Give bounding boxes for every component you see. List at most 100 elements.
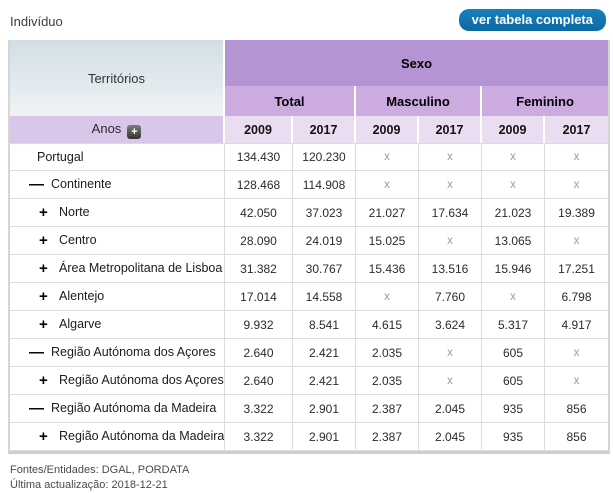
cell-value: 42.050 [225,199,293,227]
territory-cell: + Algarve [10,311,225,339]
cell-value: 935 [482,395,545,423]
sources-line: Fontes/Entidades: DGAL, PORDATA [10,464,190,476]
territory-label: Região Autónoma da Madeira [51,401,217,415]
group-header-feminino: Feminino [482,86,609,116]
cell-value: x [419,171,482,199]
table-row: — Continente 128.468 114.908 x x x x [10,171,609,199]
collapse-icon[interactable]: — [29,344,44,361]
territory-label: Alentejo [59,289,105,303]
cell-value: 7.760 [419,283,482,311]
year-header: 2017 [419,116,482,143]
territory-cell: + Norte [10,199,225,227]
territory-cell: + Centro [10,227,225,255]
cell-value: x [545,171,609,199]
cell-value: 2.640 [225,339,293,367]
cell-value: 15.025 [356,227,419,255]
cell-value: x [356,143,419,171]
cell-value: 3.322 [225,423,293,451]
group-header-masculino: Masculino [356,86,482,116]
territory-cell: + Alentejo [10,283,225,311]
year-header: 2017 [545,116,609,143]
territory-cell: + Região Autónoma da Madeira [10,423,225,451]
top-bar: Indivíduo ver tabela completa [8,0,606,40]
territory-cell: Portugal [10,143,225,171]
cell-value: 2.387 [356,395,419,423]
cell-value: 21.027 [356,199,419,227]
cell-value: x [545,339,609,367]
cell-value: 2.421 [293,339,356,367]
territory-cell: + Área Metropolitana de Lisboa [10,255,225,283]
cell-value: 37.023 [293,199,356,227]
collapse-icon[interactable]: — [29,176,44,193]
cell-value: 17.634 [419,199,482,227]
ver-tabela-completa-button[interactable]: ver tabela completa [458,9,606,31]
cell-value: x [356,283,419,311]
last-update-line: Última actualização: 2018-12-21 [10,479,168,491]
table-row: — Região Autónoma da Madeira 3.322 2.901 … [10,395,609,423]
cell-value: 5.317 [482,311,545,339]
table-row: Portugal 134.430 120.230 x x x x [10,143,609,171]
territory-cell: + Região Autónoma dos Açores [10,367,225,395]
cell-value: 9.932 [225,311,293,339]
table-row: + Centro 28.090 24.019 15.025 x 13.065 x [10,227,609,255]
cell-value: 605 [482,339,545,367]
cell-value: 3.624 [419,311,482,339]
territory-label: Região Autónoma da Madeira [59,429,225,443]
expand-icon[interactable]: + [39,316,48,333]
table-row: + Região Autónoma da Madeira 3.322 2.901 … [10,423,609,451]
cell-value: 21.023 [482,199,545,227]
anos-label: Anos [91,120,122,136]
cell-value: 15.436 [356,255,419,283]
cell-value: x [545,367,609,395]
cell-value: 13.516 [419,255,482,283]
cell-value: 4.917 [545,311,609,339]
territory-cell: — Região Autónoma dos Açores [10,339,225,367]
cell-value: 856 [545,423,609,451]
territory-label: Região Autónoma dos Açores [51,345,216,359]
cell-value: 2.387 [356,423,419,451]
year-header: 2009 [356,116,419,143]
cell-value: x [545,143,609,171]
expand-icon[interactable]: + [39,372,48,389]
territory-cell: — Continente [10,171,225,199]
year-header: 2009 [225,116,293,143]
expand-icon[interactable]: + [39,428,48,445]
cell-value: x [419,339,482,367]
cell-value: 8.541 [293,311,356,339]
table-row: + Algarve 9.932 8.541 4.615 3.624 5.317 4… [10,311,609,339]
cell-value: 128.468 [225,171,293,199]
cell-value: 935 [482,423,545,451]
cell-value: 17.251 [545,255,609,283]
anos-expand-icon[interactable]: + [127,124,142,139]
cell-value: x [482,171,545,199]
cell-value: 3.322 [225,395,293,423]
collapse-icon[interactable]: — [29,400,44,417]
cell-value: x [482,143,545,171]
table-row: + Área Metropolitana de Lisboa 31.382 30.… [10,255,609,283]
cell-value: 2.421 [293,367,356,395]
cell-value: 31.382 [225,255,293,283]
expand-icon[interactable]: + [39,288,48,305]
cell-value: 2.045 [419,423,482,451]
territory-label: Área Metropolitana de Lisboa [59,261,223,275]
cell-value: 2.640 [225,367,293,395]
territory-label: Continente [51,177,112,191]
cell-value: 13.065 [482,227,545,255]
cell-value: 2.901 [293,423,356,451]
territory-label: Centro [59,233,97,247]
expand-icon[interactable]: + [39,260,48,277]
cell-value: 4.615 [356,311,419,339]
cell-value: x [419,367,482,395]
cell-value: x [545,227,609,255]
territory-cell: — Região Autónoma da Madeira [10,395,225,423]
table-row: + Alentejo 17.014 14.558 x 7.760 x 6.798 [10,283,609,311]
cell-value: x [356,171,419,199]
cell-value: 114.908 [293,171,356,199]
cell-value: 14.558 [293,283,356,311]
year-header: 2017 [293,116,356,143]
cell-value: 17.014 [225,283,293,311]
expand-icon[interactable]: + [39,232,48,249]
expand-icon[interactable]: + [39,204,48,221]
territory-label: Região Autónoma dos Açores [59,373,224,387]
